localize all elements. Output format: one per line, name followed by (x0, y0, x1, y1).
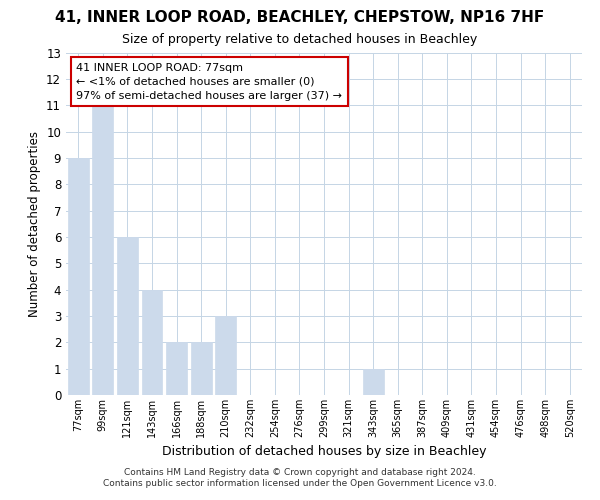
Text: Contains HM Land Registry data © Crown copyright and database right 2024.: Contains HM Land Registry data © Crown c… (124, 468, 476, 477)
Bar (215, 316, 236, 395)
Bar (92, 105, 113, 395)
X-axis label: Distribution of detached houses by size in Beachley: Distribution of detached houses by size … (162, 446, 486, 458)
Y-axis label: Number of detached properties: Number of detached properties (28, 130, 41, 317)
Bar (68, 158, 89, 395)
Bar (166, 342, 187, 395)
Bar (117, 237, 138, 395)
Bar (142, 290, 163, 395)
Text: Size of property relative to detached houses in Beachley: Size of property relative to detached ho… (122, 32, 478, 46)
Text: Contains public sector information licensed under the Open Government Licence v3: Contains public sector information licen… (103, 478, 497, 488)
Text: 41, INNER LOOP ROAD, BEACHLEY, CHEPSTOW, NP16 7HF: 41, INNER LOOP ROAD, BEACHLEY, CHEPSTOW,… (55, 10, 545, 25)
Text: 41 INNER LOOP ROAD: 77sqm
← <1% of detached houses are smaller (0)
97% of semi-d: 41 INNER LOOP ROAD: 77sqm ← <1% of detac… (76, 63, 343, 101)
Bar (191, 342, 212, 395)
Bar (362, 368, 383, 395)
